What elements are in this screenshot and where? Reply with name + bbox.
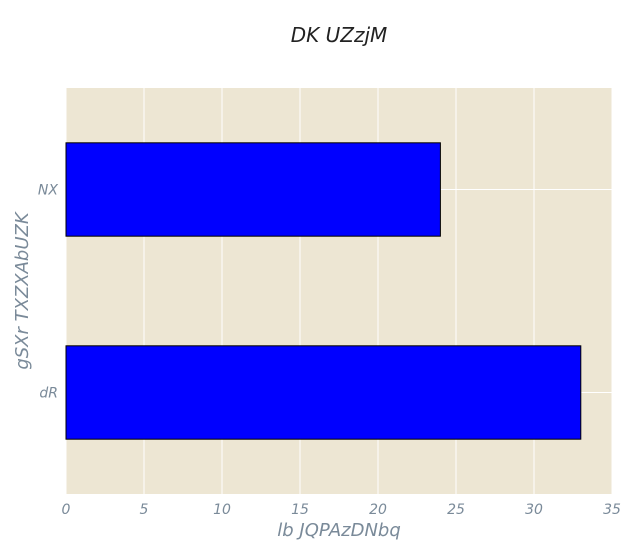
x-axis-label: lb JQPAzDNbq [277, 520, 401, 541]
bars [65, 142, 582, 440]
y-tick-label-dR: dR [39, 386, 58, 402]
x-axis-ticks: 0 5 10 15 20 25 30 35 [62, 502, 621, 518]
y-tick-label-NX: NX [38, 183, 58, 199]
y-axis-label: gSXr TXZXAbUZK [12, 211, 33, 370]
x-tick-label-6: 30 [525, 502, 543, 518]
x-tick-label-2: 10 [213, 502, 231, 518]
chart-title: DK UZzjM [291, 23, 388, 47]
x-tick-label-4: 20 [369, 502, 387, 518]
x-tick-label-0: 0 [62, 502, 71, 518]
x-tick-label-1: 5 [140, 502, 149, 518]
bar-NX [65, 142, 441, 237]
bar-dR [65, 345, 582, 440]
x-tick-label-5: 25 [447, 502, 465, 518]
y-axis-ticks: NX dR [38, 183, 58, 402]
x-tick-label-7: 35 [603, 502, 621, 518]
x-tick-label-3: 15 [291, 502, 309, 518]
